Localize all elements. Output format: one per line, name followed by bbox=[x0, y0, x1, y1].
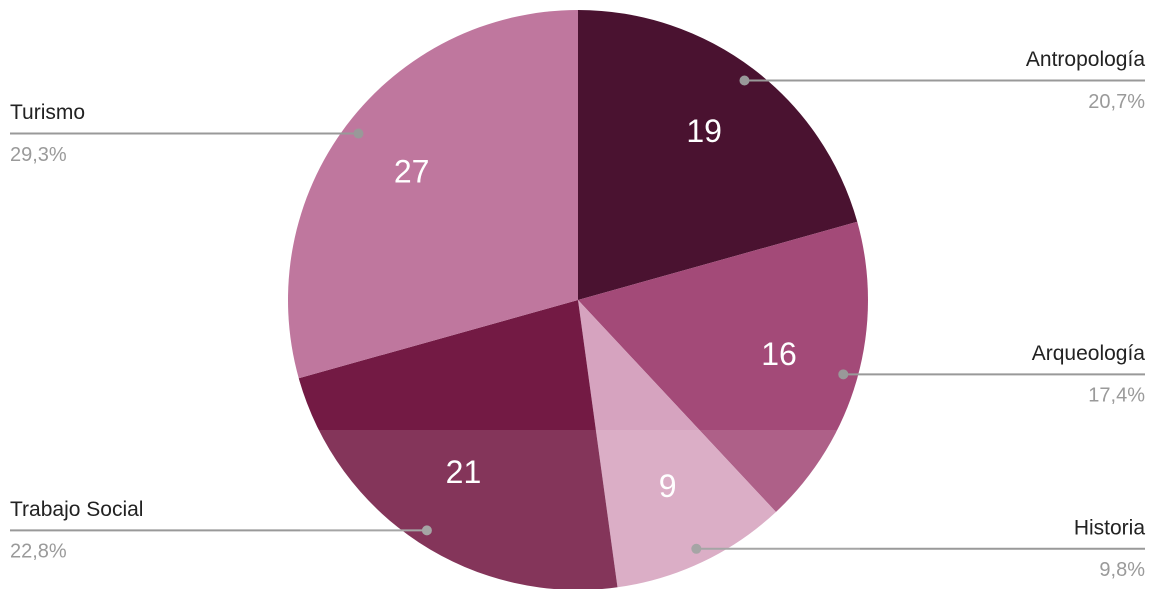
legend-label: Historia bbox=[1074, 516, 1146, 539]
pie-slice bbox=[578, 221, 868, 512]
leader-dot bbox=[691, 543, 702, 554]
leader-dot bbox=[838, 369, 849, 380]
legend-label: Trabajo Social bbox=[10, 498, 143, 521]
leader-dot bbox=[739, 75, 750, 86]
leader-dot bbox=[421, 525, 432, 536]
pie-slice bbox=[578, 10, 858, 300]
percent-label: 9,8% bbox=[1099, 559, 1145, 581]
percent-label: 22,8% bbox=[10, 541, 67, 563]
legend-label: Turismo bbox=[10, 101, 85, 124]
pie-slice bbox=[288, 10, 578, 379]
pie-slice bbox=[298, 300, 618, 589]
percent-label: 20,7% bbox=[1088, 91, 1145, 113]
slice-value: 21 bbox=[446, 454, 482, 490]
slice-value: 9 bbox=[659, 468, 677, 504]
slice-value: 27 bbox=[394, 153, 430, 189]
slice-value: 16 bbox=[761, 336, 797, 372]
percent-label: 17,4% bbox=[1088, 385, 1145, 407]
leader-dot bbox=[353, 128, 364, 139]
percent-label: 29,3% bbox=[10, 144, 67, 166]
pie-slice bbox=[578, 300, 776, 588]
legend-label: Antropología bbox=[1026, 48, 1145, 71]
watermark-band bbox=[300, 430, 860, 589]
legend-label: Arqueología bbox=[1032, 342, 1146, 365]
slice-value: 19 bbox=[686, 113, 722, 149]
